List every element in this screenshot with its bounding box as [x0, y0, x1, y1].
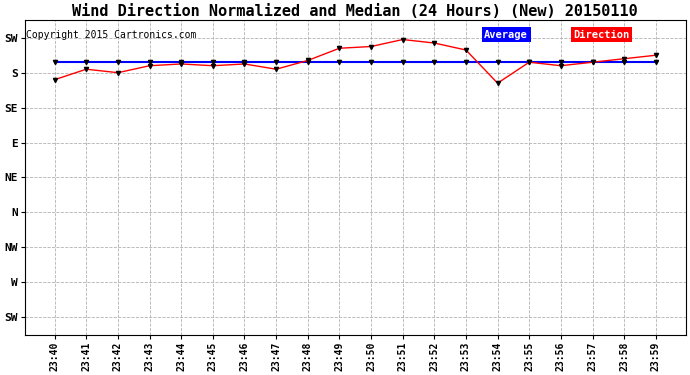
- Text: Direction: Direction: [573, 30, 630, 40]
- Title: Wind Direction Normalized and Median (24 Hours) (New) 20150110: Wind Direction Normalized and Median (24…: [72, 4, 638, 19]
- Text: Copyright 2015 Cartronics.com: Copyright 2015 Cartronics.com: [26, 30, 197, 40]
- Text: Average: Average: [484, 30, 528, 40]
